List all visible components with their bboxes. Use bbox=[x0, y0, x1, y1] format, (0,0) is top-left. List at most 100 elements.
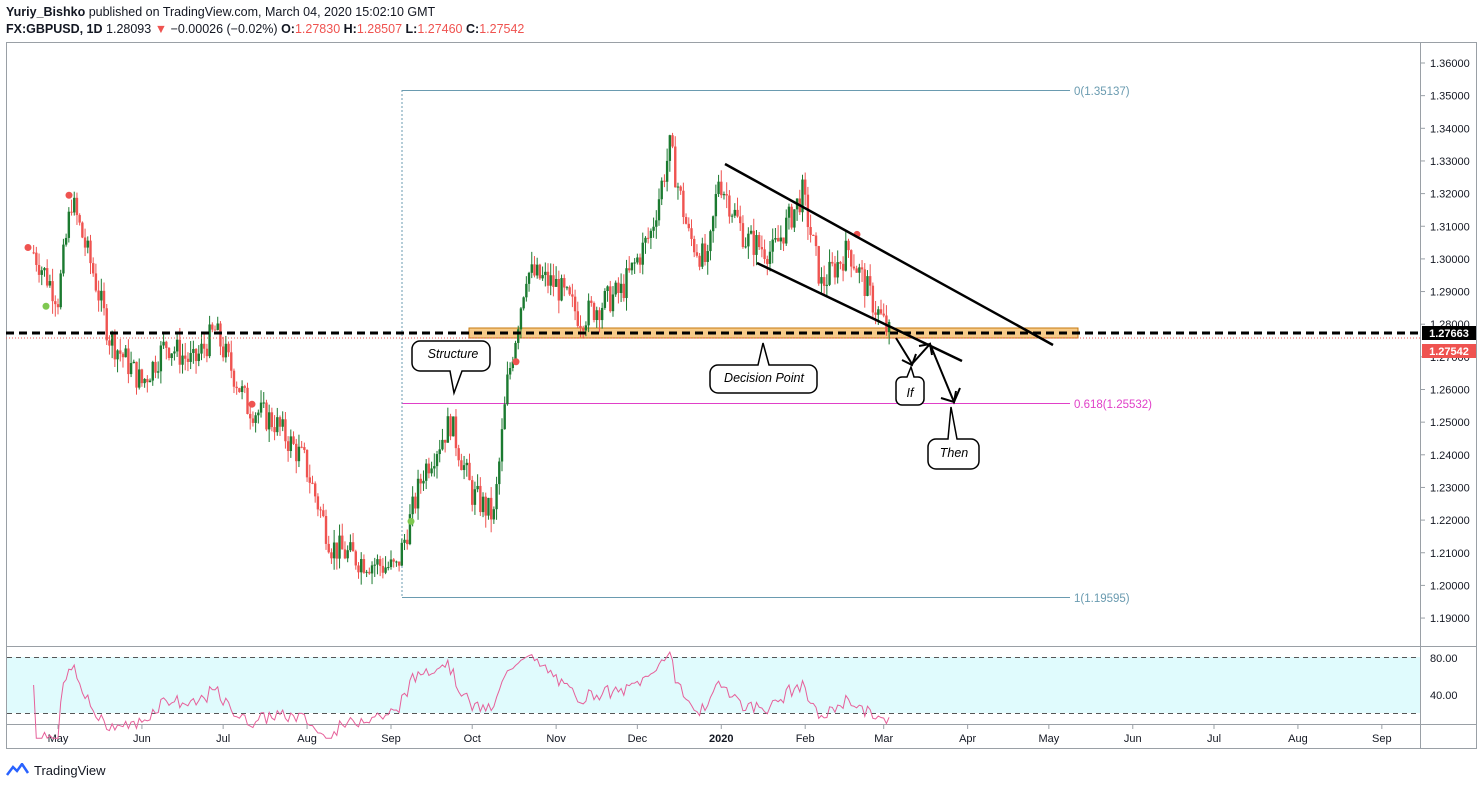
bearish-candle bbox=[552, 275, 555, 287]
chart-frame bbox=[6, 42, 1477, 749]
bullish-candle bbox=[116, 350, 119, 360]
bearish-candle bbox=[397, 561, 401, 566]
bullish-candle bbox=[438, 449, 441, 455]
x-tick-label: May bbox=[1038, 733, 1059, 745]
bearish-candle bbox=[311, 482, 314, 484]
bearish-candle bbox=[831, 261, 834, 264]
callout-if[interactable]: If bbox=[895, 364, 925, 406]
x-tick-label: Aug bbox=[297, 733, 317, 745]
bearish-candle bbox=[803, 179, 807, 195]
bearish-candle bbox=[757, 235, 761, 248]
pivot-marker bbox=[512, 358, 520, 366]
x-tick-label: Sep bbox=[381, 733, 401, 745]
pivot-marker bbox=[24, 243, 32, 251]
bearish-candle bbox=[243, 386, 246, 388]
bullish-candle bbox=[192, 348, 195, 353]
bearish-candle bbox=[308, 477, 311, 483]
bullish-candle bbox=[495, 484, 498, 510]
bullish-candle bbox=[384, 567, 387, 573]
bearish-candle bbox=[776, 238, 780, 242]
bearish-candle bbox=[850, 250, 853, 267]
bearish-candle bbox=[471, 480, 474, 505]
bullish-candle bbox=[370, 565, 374, 574]
bullish-candle bbox=[151, 361, 154, 381]
bullish-candle bbox=[660, 180, 663, 200]
bullish-candle bbox=[138, 369, 141, 388]
bearish-candle bbox=[833, 263, 837, 278]
bearish-candle bbox=[617, 282, 620, 294]
bearish-candle bbox=[546, 271, 550, 286]
bearish-candle bbox=[725, 194, 728, 196]
bullish-candle bbox=[749, 230, 753, 234]
bearish-candle bbox=[646, 237, 650, 239]
bearish-candle bbox=[693, 238, 696, 253]
bullish-candle bbox=[665, 160, 669, 182]
time-axis[interactable]: May Jun Jul Aug Sep Oct Nov Dec 2020 Feb Mar Apr May… bbox=[48, 724, 1392, 745]
open-value: 1.27830 bbox=[294, 22, 341, 36]
bearish-candle bbox=[368, 571, 371, 574]
bullish-candle bbox=[257, 412, 260, 416]
bearish-candle bbox=[313, 483, 317, 497]
bullish-candle bbox=[170, 353, 173, 359]
bullish-candle bbox=[64, 237, 68, 245]
bullish-candle bbox=[435, 454, 439, 467]
bullish-candle bbox=[373, 564, 376, 566]
bullish-candle bbox=[584, 325, 588, 331]
bullish-candle bbox=[240, 386, 244, 393]
bullish-candle bbox=[503, 404, 506, 430]
pivot-marker bbox=[248, 400, 256, 408]
bearish-candle bbox=[330, 552, 333, 559]
bullish-candle bbox=[346, 550, 349, 559]
bullish-candle bbox=[774, 238, 777, 240]
callout-structure[interactable]: Structure bbox=[411, 340, 491, 396]
bullish-candle bbox=[587, 300, 590, 326]
bullish-candle bbox=[289, 436, 293, 452]
callout-then[interactable]: Then bbox=[927, 406, 980, 470]
fib-0-label: 0(1.35137) bbox=[1074, 86, 1130, 98]
bullish-candle bbox=[787, 206, 791, 218]
bearish-candle bbox=[238, 388, 241, 393]
bearish-candle bbox=[37, 264, 41, 275]
bearish-candle bbox=[140, 369, 144, 384]
bearish-candle bbox=[622, 283, 626, 299]
bearish-candle bbox=[45, 268, 49, 286]
pivot-marker bbox=[407, 517, 415, 525]
author-name[interactable]: Yuriy_Bishko bbox=[6, 5, 86, 19]
bearish-candle bbox=[814, 235, 818, 247]
bearish-candle bbox=[127, 348, 130, 375]
bullish-candle bbox=[603, 291, 607, 308]
low-value: 1.27460 bbox=[417, 22, 463, 36]
bullish-candle bbox=[259, 402, 263, 413]
bullish-candle bbox=[500, 429, 504, 462]
y-tick-label: 1.36000 bbox=[1430, 58, 1470, 70]
bearish-candle bbox=[752, 230, 755, 255]
footer-brand[interactable]: TradingView bbox=[34, 762, 106, 778]
bearish-candle bbox=[690, 228, 693, 239]
x-tick-label: Nov bbox=[546, 733, 566, 745]
bullish-candle bbox=[530, 264, 533, 273]
bullish-candle bbox=[465, 462, 468, 466]
channel-upper-trendline[interactable] bbox=[724, 162, 1054, 347]
bullish-candle bbox=[297, 446, 301, 462]
bullish-candle bbox=[535, 264, 539, 276]
close-value: 1.27542 bbox=[479, 22, 525, 36]
price-axis[interactable]: 1.36000 1.35000 1.34000 1.33000 1.32000 1.310… bbox=[1420, 58, 1470, 625]
callout-decision-point[interactable]: Decision Point bbox=[709, 342, 818, 394]
bullish-candle bbox=[389, 559, 393, 568]
bullish-candle bbox=[858, 267, 861, 273]
bullish-candle bbox=[877, 309, 880, 315]
bullish-candle bbox=[416, 478, 420, 509]
bullish-candle bbox=[332, 542, 336, 559]
bullish-candle bbox=[430, 468, 433, 474]
bearish-candle bbox=[378, 559, 382, 566]
bearish-candle bbox=[698, 255, 701, 267]
bullish-candle bbox=[446, 416, 450, 443]
bullish-candle bbox=[730, 215, 734, 217]
bullish-candle bbox=[544, 271, 547, 276]
x-tick-label: Mar bbox=[874, 733, 893, 745]
y-tick-label: 1.26000 bbox=[1430, 385, 1470, 397]
bearish-candle bbox=[427, 463, 431, 474]
bullish-candle bbox=[208, 324, 211, 357]
bullish-candle bbox=[717, 181, 720, 195]
